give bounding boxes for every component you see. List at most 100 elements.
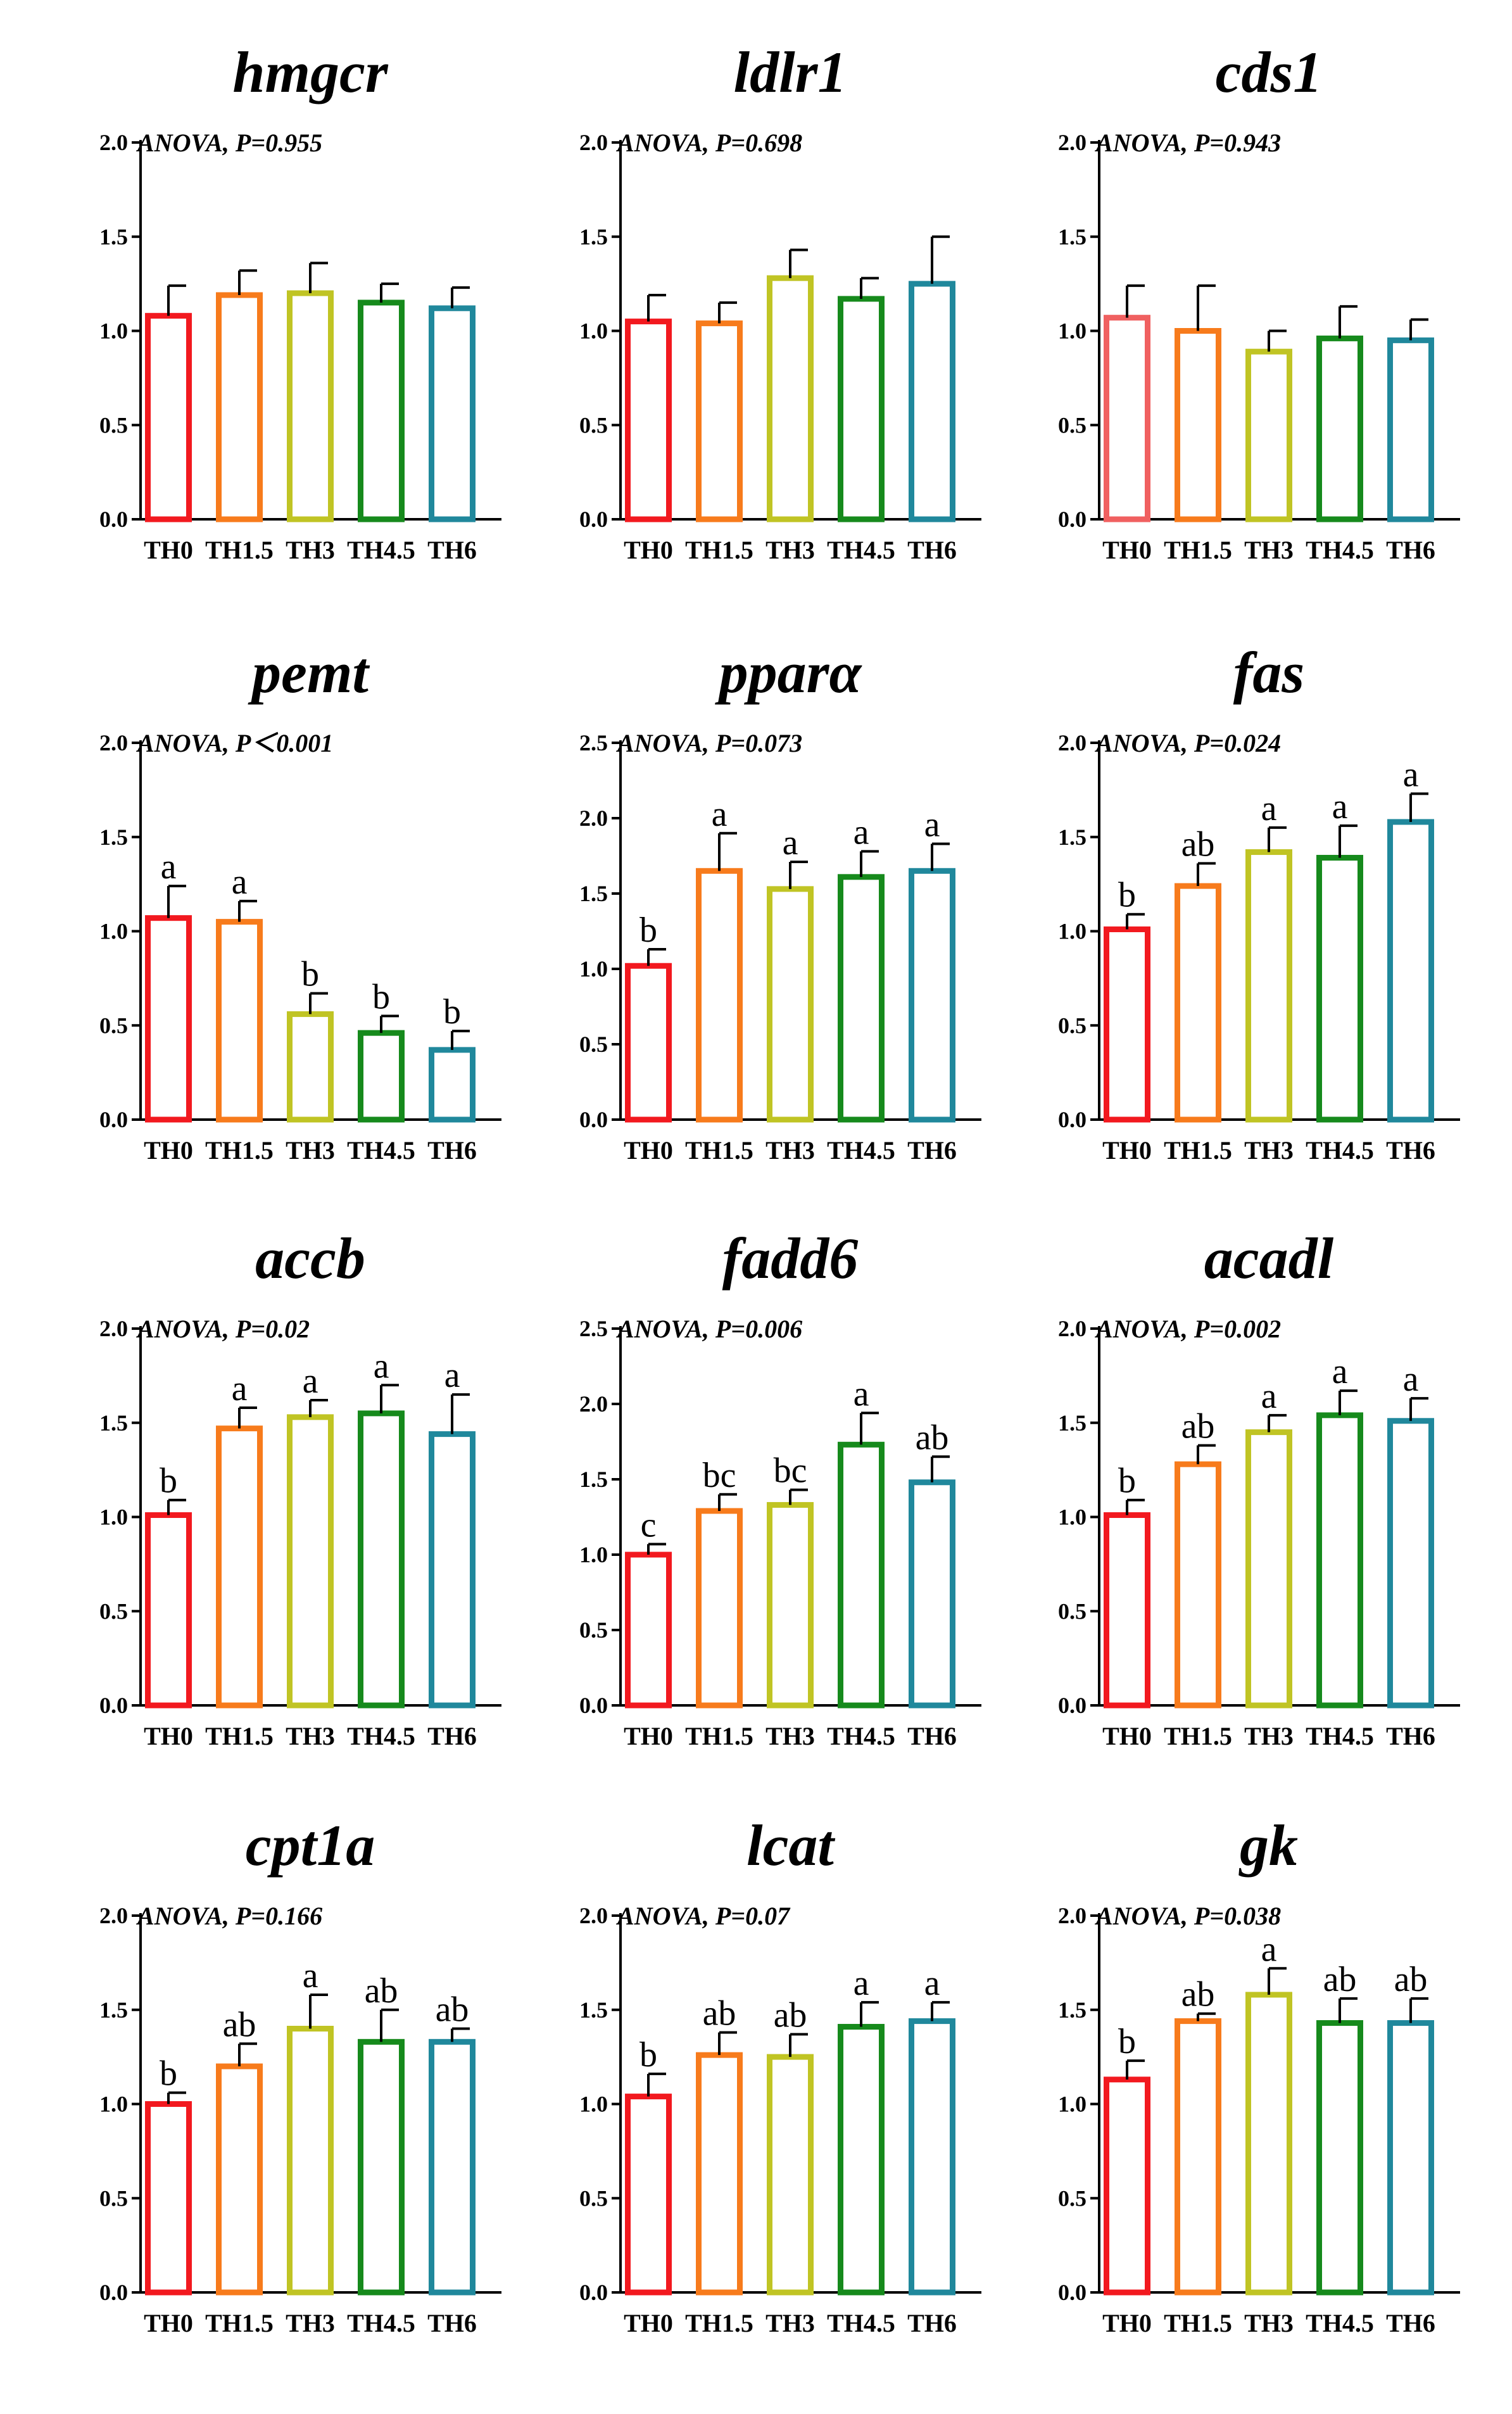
chart-title: cds1: [1216, 40, 1323, 104]
y-tick-label: 0.5: [579, 2185, 608, 2211]
bar-TH4.5: [838, 874, 885, 1123]
significance-letter: a: [374, 1346, 389, 1386]
chart-title: accb: [255, 1226, 365, 1291]
x-tick-label: TH3: [1244, 536, 1294, 564]
significance-letter: ab: [916, 1418, 949, 1457]
x-tick-label: TH1.5: [205, 536, 274, 564]
anova-annotation: ANOVA, P=0.006: [615, 1315, 802, 1343]
y-tick-label: 1.0: [579, 2092, 608, 2117]
x-tick-label: TH6: [1386, 2309, 1435, 2337]
x-tick-label: TH0: [1102, 536, 1152, 564]
significance-letter: a: [783, 823, 798, 863]
y-tick-label: 0.0: [579, 1107, 608, 1132]
x-tick-label: TH1.5: [685, 1722, 753, 1750]
bar-TH1.5: [696, 868, 743, 1123]
y-tick-label: 0.0: [1058, 507, 1087, 532]
x-tick-label: TH6: [907, 536, 957, 564]
significance-letter: a: [232, 863, 248, 902]
anova-annotation: ANOVA, P＜0.001: [135, 729, 333, 757]
bar-TH4.5: [1316, 335, 1363, 522]
chart-title: fadd6: [722, 1226, 859, 1291]
x-tick-label: TH3: [1244, 2309, 1294, 2337]
chart-title: hmgcr: [232, 40, 389, 104]
significance-letter: bc: [774, 1451, 807, 1491]
significance-letter: bc: [703, 1456, 736, 1495]
x-tick-label: TH1.5: [685, 1136, 753, 1165]
significance-letter: ab: [1181, 1406, 1215, 1446]
bar-TH0: [145, 915, 192, 1123]
x-tick-label: TH4.5: [827, 1136, 895, 1165]
chart-title: gk: [1238, 1813, 1298, 1878]
bar-TH6: [429, 305, 476, 522]
anova-annotation: ANOVA, P=0.002: [1094, 1315, 1281, 1343]
x-tick-label: TH3: [1244, 1722, 1294, 1750]
x-tick-label: TH4.5: [827, 2309, 895, 2337]
bar-TH0: [625, 319, 672, 522]
bar-TH3: [1245, 849, 1292, 1123]
y-tick-label: 0.0: [579, 1693, 608, 1718]
x-tick-label: TH3: [286, 1136, 335, 1165]
significance-letter: b: [1118, 2022, 1136, 2061]
significance-letter: a: [1261, 1377, 1277, 1416]
significance-letter: c: [641, 1505, 657, 1545]
anova-annotation: ANOVA, P=0.073: [615, 729, 802, 757]
x-tick-label: TH6: [427, 536, 477, 564]
significance-letter: ab: [774, 1995, 807, 2035]
chart-panel-fas: fas ANOVA, P=0.024 0.0 0.5 1.0 1.5 2.0 b TH0 ab TH…: [1058, 640, 1460, 1165]
significance-letter: a: [1403, 755, 1419, 794]
bar-TH6: [909, 281, 955, 522]
y-tick-label: 0.5: [1058, 1013, 1087, 1038]
anova-annotation: ANOVA, P=0.955: [135, 129, 322, 157]
y-tick-label: 1.5: [99, 1997, 128, 2023]
bar-TH4.5: [838, 2024, 885, 2296]
significance-letter: a: [924, 1964, 940, 2003]
bar-TH1.5: [1175, 883, 1221, 1123]
bar-TH0: [1104, 315, 1150, 522]
significance-letter: b: [639, 911, 657, 950]
x-tick-label: TH6: [1386, 1136, 1435, 1165]
y-tick-label: 1.0: [579, 956, 608, 982]
bar-TH1.5: [1175, 328, 1221, 522]
y-tick-label: 2.0: [99, 1903, 128, 1928]
y-tick-label: 0.5: [1058, 412, 1087, 438]
significance-letter: b: [372, 977, 390, 1016]
y-tick-label: 1.5: [579, 1467, 608, 1492]
bar-TH1.5: [216, 919, 263, 1123]
significance-letter: ab: [223, 2005, 256, 2044]
chart-title: pemt: [248, 640, 370, 705]
x-tick-label: TH3: [286, 1722, 335, 1750]
bar-TH6: [909, 2018, 955, 2296]
y-tick-label: 0.0: [99, 1107, 128, 1132]
chart-panel-cds1: cds1 ANOVA, P=0.943 0.0 0.5 1.0 1.5 2.0 TH0 TH1.…: [1058, 40, 1460, 564]
bar-TH1.5: [216, 1425, 263, 1709]
x-tick-label: TH3: [286, 536, 335, 564]
bar-TH0: [145, 313, 192, 522]
bar-TH4.5: [1316, 854, 1363, 1123]
bar-TH3: [287, 1414, 334, 1709]
significance-letter: b: [301, 955, 319, 994]
x-tick-label: TH1.5: [1164, 2309, 1232, 2337]
x-tick-label: TH1.5: [1164, 536, 1232, 564]
significance-letter: a: [444, 1356, 460, 1395]
y-tick-label: 0.5: [99, 2185, 128, 2211]
y-tick-label: 0.5: [99, 1598, 128, 1624]
significance-letter: a: [924, 805, 940, 844]
chart-panel-pparα: pparα ANOVA, P=0.073 0.0 0.5 1.0 1.5 2.0 2.5 b TH…: [579, 640, 981, 1165]
x-tick-label: TH4.5: [1306, 1722, 1374, 1750]
bar-TH6: [429, 1431, 476, 1709]
significance-letter: ab: [436, 1990, 469, 2030]
y-tick-label: 2.0: [99, 730, 128, 755]
y-tick-label: 0.5: [1058, 1598, 1087, 1624]
significance-letter: b: [1118, 1462, 1136, 1501]
y-tick-label: 1.5: [1058, 1997, 1087, 2023]
x-tick-label: TH4.5: [347, 1722, 415, 1750]
y-tick-label: 2.0: [99, 1316, 128, 1341]
bar-TH0: [625, 2094, 672, 2296]
bar-TH0: [625, 963, 672, 1123]
x-tick-label: TH6: [427, 1722, 477, 1750]
y-tick-label: 0.5: [99, 1013, 128, 1038]
x-tick-label: TH4.5: [1306, 1136, 1374, 1165]
x-tick-label: TH0: [624, 1136, 673, 1165]
x-tick-label: TH0: [624, 536, 673, 564]
